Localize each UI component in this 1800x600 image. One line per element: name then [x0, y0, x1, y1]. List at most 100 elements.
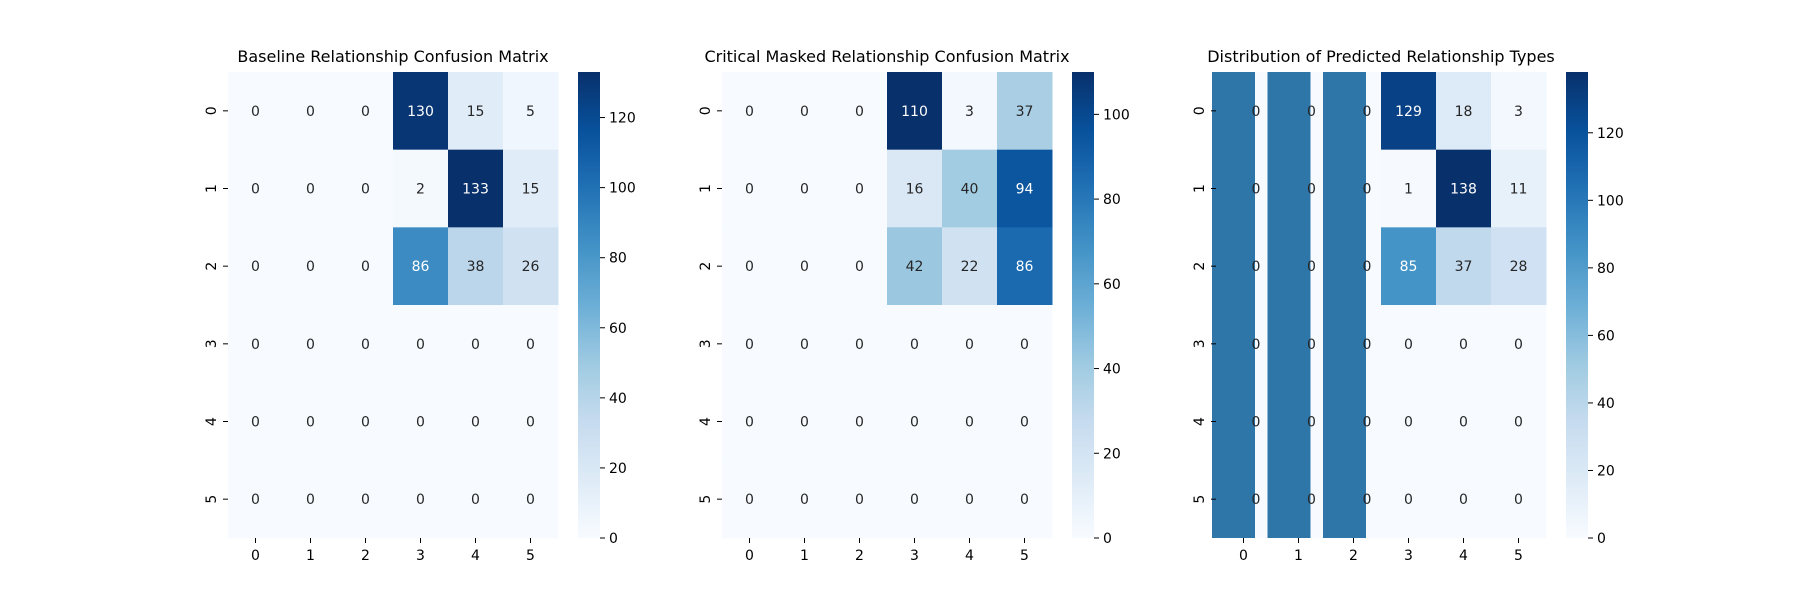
- heatmap-cell-r0-c0: [228, 72, 284, 151]
- heatmap-cell-r3-c0: [722, 305, 778, 384]
- y-tick-label: 0: [698, 106, 714, 115]
- colorbar-tick-label: 120: [1597, 126, 1624, 142]
- heatmap-cell-r0-c5: [1491, 72, 1547, 151]
- heatmap-cell-r2-c5: [997, 227, 1053, 306]
- cell-label-r3-c5: 0: [526, 337, 535, 353]
- heatmap-cell-r2-c3: [1381, 227, 1437, 306]
- cell-label-r4-c1: 0: [800, 415, 809, 431]
- cell-label-r3-c0: 0: [745, 337, 754, 353]
- y-tick-label: 0: [204, 106, 220, 115]
- cell-label-r5-c0: 0: [745, 492, 754, 508]
- cell-label-r5-c3: 0: [910, 492, 919, 508]
- cell-label-r4-c0: 0: [1252, 415, 1261, 431]
- cell-label-r1-c1: 0: [1307, 182, 1316, 198]
- heatmap-cell-r4-c4: [1436, 382, 1492, 461]
- cell-label-r2-c5: 28: [1510, 259, 1528, 275]
- cell-label-r2-c2: 0: [855, 259, 864, 275]
- x-tick-label: 1: [306, 548, 315, 564]
- cell-label-r5-c0: 0: [1252, 492, 1261, 508]
- cell-label-r5-c5: 0: [1514, 492, 1523, 508]
- cell-label-r0-c4: 18: [1455, 104, 1473, 120]
- cell-label-r0-c4: 15: [467, 104, 485, 120]
- cell-label-r1-c0: 0: [251, 182, 260, 198]
- cell-label-r2-c4: 37: [1455, 259, 1473, 275]
- y-tick-labels: 0 1 2 3 4 5: [698, 106, 722, 504]
- cell-label-r4-c4: 0: [965, 415, 974, 431]
- cell-label-r3-c2: 0: [1363, 337, 1372, 353]
- heatmap-cell-r5-c4: [1436, 460, 1492, 539]
- heatmap-cell-r4-c3: [393, 382, 449, 461]
- cell-label-r1-c2: 0: [855, 182, 864, 198]
- heatmap-cell-r1-c4: [942, 149, 998, 228]
- cell-label-r0-c0: 0: [1252, 104, 1261, 120]
- x-tick-label: 2: [361, 548, 370, 564]
- y-tick-label: 5: [698, 495, 714, 504]
- cell-label-r4-c3: 0: [416, 415, 425, 431]
- heatmap-cell-r4-c2: [832, 382, 888, 461]
- cell-label-r1-c3: 2: [416, 182, 425, 198]
- cell-label-r3-c0: 0: [1252, 337, 1261, 353]
- cell-label-r2-c4: 38: [467, 259, 485, 275]
- cell-label-r0-c3: 110: [901, 104, 928, 120]
- heatmap-cell-r5-c1: [283, 460, 339, 539]
- colorbar: 0 20 40 60 80 100 120: [578, 72, 636, 547]
- cell-label-r4-c2: 0: [1363, 415, 1372, 431]
- heatmap-cell-r0-c0: [722, 72, 778, 151]
- cell-label-r5-c5: 0: [1020, 492, 1029, 508]
- y-tick-label: 2: [1192, 262, 1208, 271]
- heatmap-cell-r1-c4: [448, 149, 504, 228]
- y-tick-label: 2: [698, 262, 714, 271]
- cell-label-r0-c1: 0: [306, 104, 315, 120]
- cell-label-r3-c3: 0: [910, 337, 919, 353]
- cell-label-r1-c0: 0: [1252, 182, 1261, 198]
- heatmap-cell-r3-c5: [997, 305, 1053, 384]
- heatmap-cell-r2-c4: [942, 227, 998, 306]
- cell-label-r2-c3: 86: [412, 259, 430, 275]
- y-tick-label: 4: [1192, 417, 1208, 426]
- heatmap-cell-r0-c2: [338, 72, 394, 151]
- x-tick-label: 5: [1020, 548, 1029, 564]
- colorbar-tick-label: 0: [609, 531, 618, 547]
- x-tick-labels: 0 1 2 3 4 5: [1239, 538, 1523, 564]
- heatmap-cell-r4-c2: [338, 382, 394, 461]
- heatmap-cell-r1-c2: [338, 149, 394, 228]
- overlay-bar-2: [1323, 72, 1366, 538]
- cell-label-r2-c1: 0: [1307, 259, 1316, 275]
- colorbar-tick-label: 20: [609, 461, 627, 477]
- heatmap-panel-2: Distribution of Predicted Relationship T…: [1192, 47, 1624, 564]
- cell-label-r1-c4: 133: [462, 182, 489, 198]
- heatmap-cell-r0-c3: [887, 72, 943, 151]
- cell-label-r2-c4: 22: [961, 259, 979, 275]
- cell-label-r0-c1: 0: [1307, 104, 1316, 120]
- heatmap-cell-r5-c3: [887, 460, 943, 539]
- cell-label-r3-c5: 0: [1020, 337, 1029, 353]
- cell-label-r5-c4: 0: [965, 492, 974, 508]
- heatmap-cell-r0-c2: [832, 72, 888, 151]
- x-tick-label: 3: [416, 548, 425, 564]
- heatmap-cell-r1-c5: [1491, 149, 1547, 228]
- x-tick-label: 5: [1514, 548, 1523, 564]
- heatmap-cell-r2-c4: [1436, 227, 1492, 306]
- cell-label-r0-c3: 129: [1395, 104, 1422, 120]
- cell-label-r2-c0: 0: [745, 259, 754, 275]
- heatmap-cell-r5-c4: [942, 460, 998, 539]
- cell-label-r0-c2: 0: [1363, 104, 1372, 120]
- colorbar-tick-label: 80: [609, 251, 627, 267]
- cell-label-r1-c1: 0: [800, 182, 809, 198]
- x-tick-label: 3: [1404, 548, 1413, 564]
- x-tick-label: 0: [1239, 548, 1248, 564]
- heatmap-cell-r0-c3: [1381, 72, 1437, 151]
- heatmap-cell-r2-c2: [338, 227, 394, 306]
- cell-label-r4-c3: 0: [1404, 415, 1413, 431]
- heatmap-cell-r5-c2: [832, 460, 888, 539]
- x-tick-label: 0: [251, 548, 260, 564]
- cell-label-r2-c3: 42: [906, 259, 924, 275]
- x-tick-labels: 0 1 2 3 4 5: [745, 538, 1029, 564]
- colorbar-tick-label: 80: [1103, 192, 1121, 208]
- heatmap-cell-r3-c3: [1381, 305, 1437, 384]
- heatmap-cell-r2-c4: [448, 227, 504, 306]
- cell-label-r4-c5: 0: [526, 415, 535, 431]
- x-tick-label: 3: [910, 548, 919, 564]
- cell-label-r2-c2: 0: [1363, 259, 1372, 275]
- x-tick-label: 0: [745, 548, 754, 564]
